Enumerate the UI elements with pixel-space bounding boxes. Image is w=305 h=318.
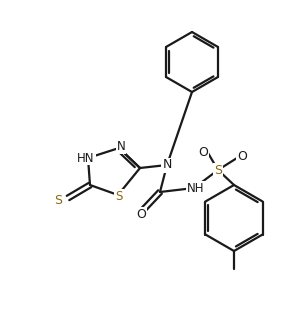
Text: N: N — [162, 158, 172, 171]
Text: S: S — [54, 193, 62, 206]
Text: S: S — [115, 190, 123, 203]
Text: O: O — [198, 146, 208, 158]
Text: HN: HN — [77, 151, 95, 164]
Text: S: S — [214, 163, 222, 176]
Text: O: O — [136, 208, 146, 220]
Text: NH: NH — [187, 182, 205, 195]
Text: N: N — [117, 141, 125, 154]
Text: O: O — [237, 150, 247, 163]
